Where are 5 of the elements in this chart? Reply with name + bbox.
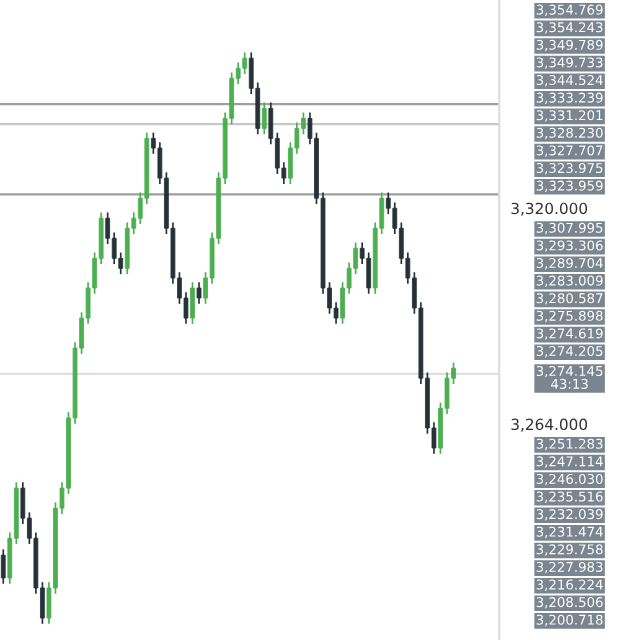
candlestick	[261, 101, 267, 136]
candlestick	[0, 548, 6, 585]
candlestick	[190, 281, 195, 325]
candlestick	[196, 281, 202, 305]
candlestick	[366, 251, 372, 295]
